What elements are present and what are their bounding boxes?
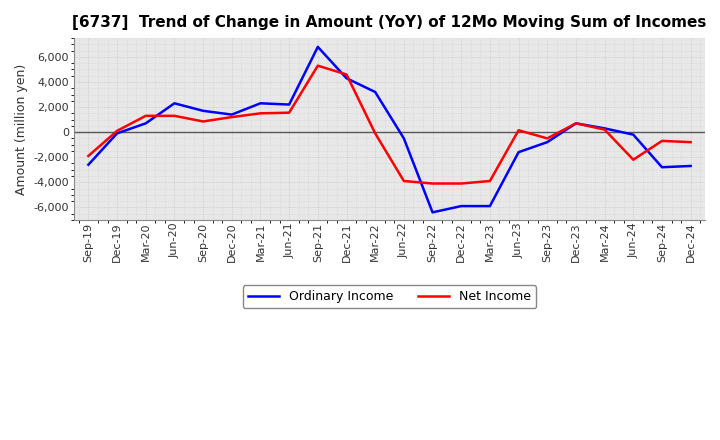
Net Income — [600, 127, 609, 132]
Ordinary Income — [170, 101, 179, 106]
Net Income — [256, 111, 265, 116]
Ordinary Income — [629, 132, 638, 137]
Net Income — [170, 113, 179, 118]
Line: Ordinary Income: Ordinary Income — [89, 47, 690, 213]
Ordinary Income — [686, 163, 695, 169]
Net Income — [686, 139, 695, 145]
Net Income — [428, 181, 437, 186]
Net Income — [514, 128, 523, 133]
Ordinary Income — [113, 131, 122, 136]
Net Income — [371, 131, 379, 136]
Net Income — [342, 72, 351, 77]
Net Income — [543, 136, 552, 141]
Ordinary Income — [199, 108, 207, 114]
Ordinary Income — [342, 76, 351, 81]
Net Income — [285, 110, 294, 115]
Net Income — [84, 153, 93, 158]
Ordinary Income — [400, 136, 408, 141]
Title: [6737]  Trend of Change in Amount (YoY) of 12Mo Moving Sum of Incomes: [6737] Trend of Change in Amount (YoY) o… — [72, 15, 707, 30]
Ordinary Income — [285, 102, 294, 107]
Legend: Ordinary Income, Net Income: Ordinary Income, Net Income — [243, 285, 536, 308]
Ordinary Income — [657, 165, 666, 170]
Net Income — [457, 181, 466, 186]
Ordinary Income — [256, 101, 265, 106]
Net Income — [657, 138, 666, 143]
Ordinary Income — [313, 44, 322, 50]
Ordinary Income — [371, 89, 379, 95]
Ordinary Income — [600, 126, 609, 131]
Ordinary Income — [514, 150, 523, 155]
Line: Net Income: Net Income — [89, 66, 690, 183]
Ordinary Income — [84, 162, 93, 167]
Y-axis label: Amount (million yen): Amount (million yen) — [15, 63, 28, 194]
Ordinary Income — [572, 121, 580, 126]
Ordinary Income — [141, 121, 150, 126]
Net Income — [313, 63, 322, 68]
Ordinary Income — [543, 139, 552, 145]
Net Income — [199, 119, 207, 124]
Ordinary Income — [228, 112, 236, 117]
Net Income — [113, 128, 122, 133]
Net Income — [485, 178, 494, 183]
Net Income — [629, 157, 638, 162]
Ordinary Income — [485, 203, 494, 209]
Ordinary Income — [428, 210, 437, 215]
Net Income — [400, 178, 408, 183]
Net Income — [141, 113, 150, 118]
Net Income — [572, 121, 580, 126]
Net Income — [228, 114, 236, 120]
Ordinary Income — [457, 203, 466, 209]
